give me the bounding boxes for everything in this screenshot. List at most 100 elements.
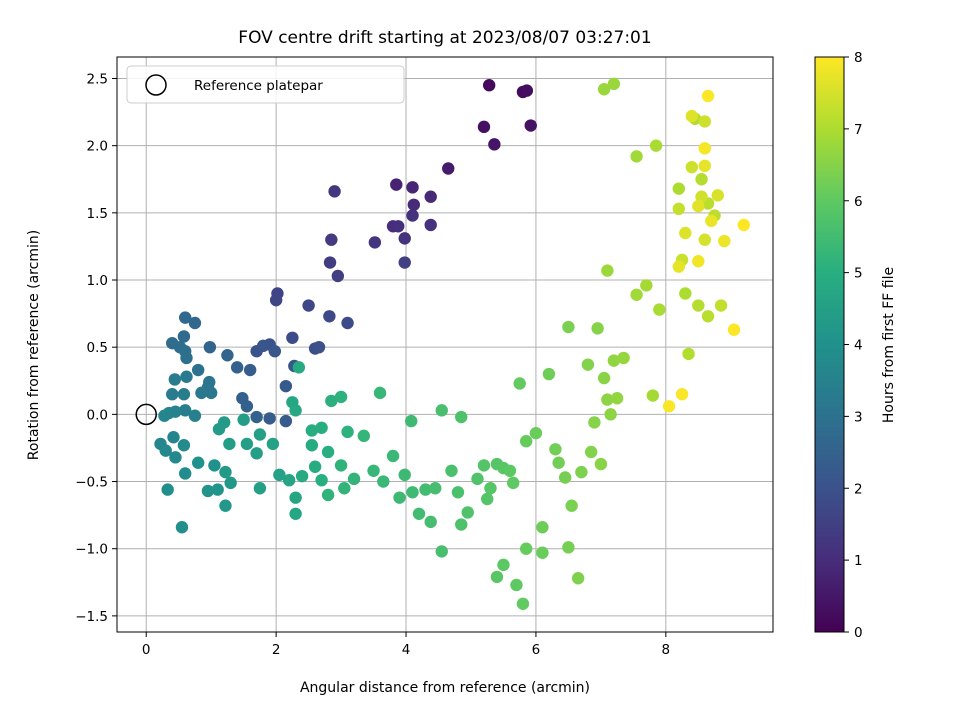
data-point — [292, 361, 306, 374]
y-axis-ticks: −1.5 −1.0 −0.5 0.0 0.5 1.0 1.5 2.0 2.5 — [75, 71, 117, 625]
data-point — [679, 226, 692, 240]
scatter-points — [135, 77, 750, 610]
data-point — [406, 209, 419, 222]
data-point — [282, 473, 296, 487]
data-point — [698, 115, 712, 128]
colorbar-tick-label: 5 — [854, 266, 863, 282]
data-point — [191, 363, 205, 377]
data-point — [208, 459, 221, 472]
data-point — [672, 260, 686, 273]
data-point — [429, 482, 442, 495]
data-point — [250, 447, 263, 460]
data-point — [386, 449, 400, 463]
data-point — [451, 486, 465, 499]
data-point — [302, 299, 315, 312]
data-point — [571, 572, 585, 585]
data-point — [536, 546, 549, 559]
data-point — [357, 429, 371, 443]
data-point — [407, 198, 421, 211]
data-point — [698, 142, 712, 155]
data-point — [250, 410, 263, 424]
data-point — [223, 437, 236, 451]
data-point — [565, 499, 578, 512]
data-point — [398, 468, 411, 482]
data-point — [315, 421, 328, 434]
data-point — [675, 388, 689, 401]
data-point — [368, 236, 382, 249]
colorbar-tick-label: 2 — [854, 481, 863, 497]
data-point — [405, 414, 418, 428]
data-point — [269, 293, 283, 307]
data-point — [692, 299, 705, 312]
data-point — [584, 445, 598, 459]
colorbar-gradient — [814, 56, 845, 633]
data-point — [552, 456, 565, 469]
data-point — [175, 521, 189, 534]
data-point — [393, 491, 406, 504]
y-tick-label: 1.5 — [87, 206, 108, 222]
data-point — [549, 443, 562, 456]
data-point — [334, 459, 348, 472]
data-point — [323, 310, 336, 323]
y-tick-label: −0.5 — [75, 475, 108, 491]
data-point — [640, 279, 653, 292]
data-point — [240, 400, 254, 413]
data-point — [701, 89, 715, 103]
data-point — [211, 483, 224, 496]
data-point — [630, 150, 643, 163]
data-point — [672, 182, 686, 195]
y-tick-label: 0.0 — [87, 407, 108, 423]
data-point — [406, 486, 419, 499]
data-point — [695, 173, 708, 186]
data-point — [685, 109, 699, 123]
colorbar: 0 1 2 3 4 5 6 7 8 Hours from first FF file — [814, 50, 897, 641]
data-point — [338, 482, 351, 495]
colorbar-ticks: 0 1 2 3 4 5 6 7 8 — [844, 50, 863, 641]
data-point — [295, 469, 309, 483]
data-point — [289, 491, 302, 504]
data-point — [398, 256, 411, 269]
data-point — [701, 310, 715, 323]
data-point — [601, 393, 614, 406]
data-point — [243, 363, 257, 377]
data-point — [455, 518, 468, 531]
data-point — [727, 323, 741, 336]
data-point — [536, 521, 549, 534]
data-point — [256, 339, 270, 353]
data-point — [195, 386, 208, 400]
data-point — [424, 515, 437, 529]
data-point — [279, 414, 293, 428]
x-tick-label: 6 — [532, 642, 541, 658]
data-point — [377, 475, 390, 488]
data-point — [588, 416, 601, 429]
data-point — [601, 264, 614, 277]
data-point — [188, 409, 202, 422]
data-point — [390, 178, 403, 191]
data-point — [305, 424, 319, 437]
data-point — [392, 220, 405, 233]
data-point — [158, 409, 171, 422]
colorbar-tick-label: 4 — [854, 338, 863, 354]
y-tick-label: 2.5 — [87, 71, 108, 87]
data-point — [168, 373, 182, 386]
data-point — [178, 467, 192, 480]
y-tick-label: −1.0 — [75, 542, 108, 558]
data-point — [477, 120, 491, 134]
data-point — [321, 445, 335, 459]
data-point — [692, 199, 705, 213]
data-point — [497, 558, 510, 572]
data-point — [221, 349, 234, 362]
data-point — [230, 361, 244, 374]
plot-frame — [116, 56, 774, 633]
data-point — [321, 488, 335, 502]
data-point — [698, 233, 712, 246]
data-point — [347, 472, 361, 486]
data-point — [412, 507, 426, 520]
data-point — [607, 77, 621, 91]
data-point — [513, 377, 526, 390]
legend-entry-label: Reference platepar — [194, 78, 323, 94]
colorbar-tick-label: 7 — [854, 122, 863, 138]
data-point — [682, 347, 695, 361]
y-tick-label: 2.0 — [87, 139, 108, 155]
